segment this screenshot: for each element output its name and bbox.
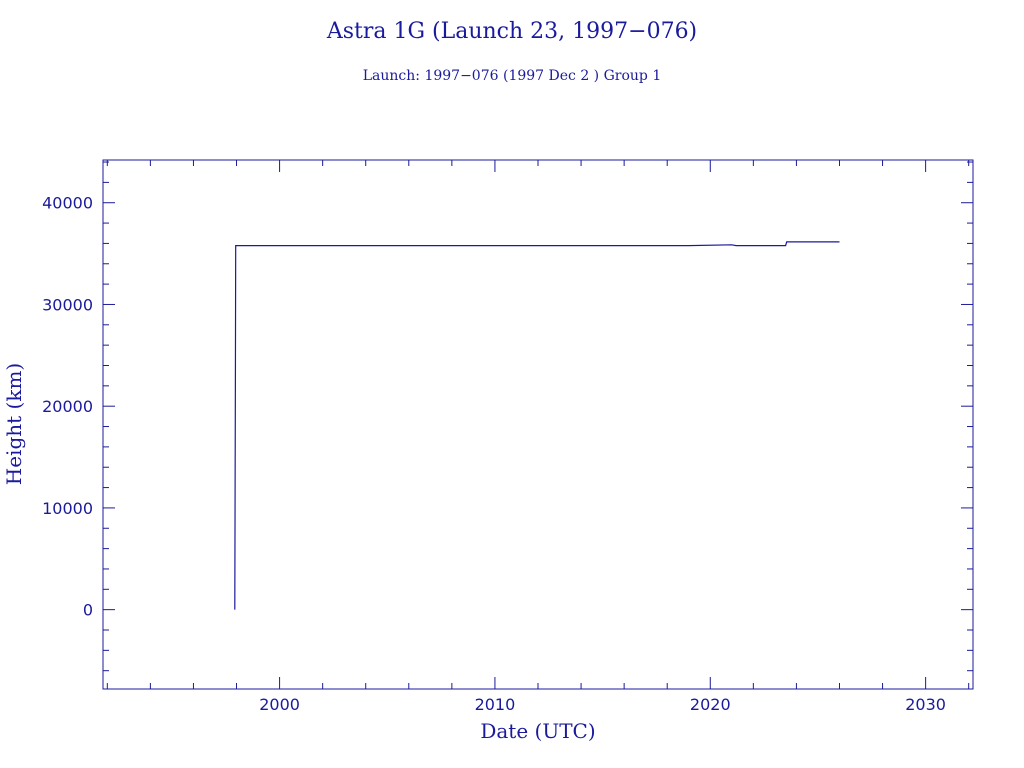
x-axis-label: Date (UTC) [480,719,595,743]
axis-ticks [103,160,973,689]
y-axis-label: Height (km) [2,363,26,485]
y-tick-label: 0 [83,601,93,620]
chart-title: Astra 1G (Launch 23, 1997−076) [326,19,697,44]
y-tick-label: 10000 [42,499,93,518]
tick-labels: 2000 2010 2020 2030 0 10000 20000 30000 40000 [42,194,946,714]
series-layer [234,241,840,610]
y-tick-label: 30000 [42,295,93,314]
x-tick-label: 2010 [475,695,516,714]
series-line [234,241,840,610]
x-tick-label: 2030 [905,695,946,714]
plot-frame [102,159,974,690]
x-tick-label: 2020 [690,695,731,714]
chart-subtitle: Launch: 1997−076 (1997 Dec 2 ) Group 1 [363,68,661,84]
y-tick-label: 20000 [42,397,93,416]
x-tick-label: 2000 [259,695,300,714]
y-tick-label: 40000 [42,194,93,213]
